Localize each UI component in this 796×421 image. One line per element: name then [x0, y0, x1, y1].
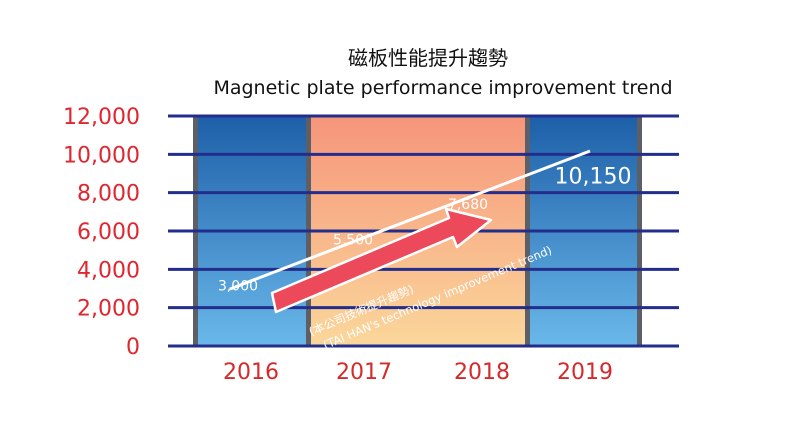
x-tick-label: 2019 — [557, 360, 613, 385]
x-axis: 2016 2017 2018 2019 — [223, 360, 613, 385]
trend-arrow — [270, 207, 493, 314]
data-label: 7,680 — [448, 197, 488, 213]
data-label: 5,500 — [333, 233, 373, 249]
y-tick-label: 10,000 — [63, 143, 140, 168]
y-tick-label: 4,000 — [77, 258, 140, 283]
trend-point-labels: 3,000 5,500 7,680 10,150 — [218, 164, 632, 294]
y-tick-label: 8,000 — [77, 182, 140, 207]
chart-title: 磁板性能提升趨勢 — [348, 46, 508, 70]
y-axis: 0 2,000 4,000 6,000 8,000 10,000 12,000 — [63, 105, 140, 360]
y-tick-label: 6,000 — [77, 220, 140, 245]
data-label: 10,150 — [555, 164, 632, 189]
data-label: 3,000 — [218, 279, 258, 295]
y-tick-label: 12,000 — [63, 105, 140, 130]
y-tick-label: 0 — [126, 335, 140, 360]
x-tick-label: 2016 — [223, 360, 279, 385]
x-tick-label: 2018 — [454, 360, 510, 385]
trend-line — [229, 149, 591, 291]
chart-subtitle: Magnetic plate performance improvement t… — [213, 77, 672, 99]
y-tick-label: 2,000 — [77, 297, 140, 322]
x-tick-label: 2017 — [336, 360, 392, 385]
